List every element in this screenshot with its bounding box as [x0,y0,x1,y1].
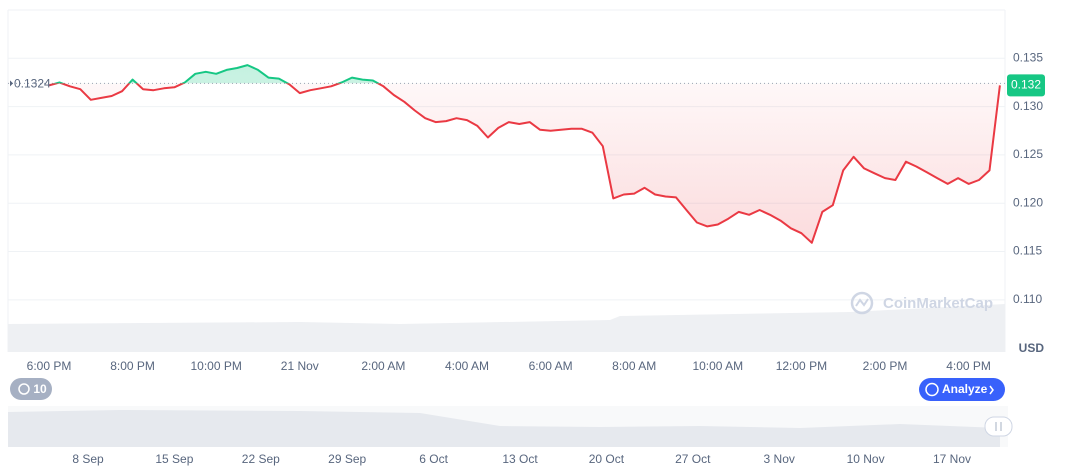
x-tick-label: 6:00 PM [27,359,72,373]
price-line-above [52,64,381,84]
current-price-badge [1007,74,1045,97]
x-tick-label: 10:00 AM [692,359,743,373]
y-tick-label: 0.120 [1013,195,1043,209]
y-tick-label: 0.125 [1013,147,1043,161]
navigator-label: 15 Sep [155,452,193,466]
navigator-label: 22 Sep [242,452,280,466]
navigator-label: 27 Oct [675,452,711,466]
navigator-label: 13 Oct [502,452,538,466]
navigator-label: 17 Nov [933,452,971,466]
x-tick-label: 8:00 PM [110,359,155,373]
y-tick-label: 0.115 [1013,244,1042,258]
x-tick-label: 4:00 PM [946,359,991,373]
navigator-label: 10 Nov [847,452,885,466]
area-below [49,83,1000,243]
analyze-chevron [989,385,994,395]
watermark-logo [850,291,874,315]
analyze-icon [925,382,939,397]
x-tick-label: 12:00 PM [776,359,827,373]
x-tick-label: 8:00 AM [612,359,656,373]
analyze-button[interactable] [919,378,1005,401]
navigator-label: 3 Nov [764,452,795,466]
y-tick-label: 0.130 [1013,99,1043,113]
baseline-marker [10,80,13,87]
area-above [49,65,1000,84]
x-tick-label: 4:00 AM [445,359,489,373]
navigator-label: 29 Sep [328,452,366,466]
navigator-area [8,410,1000,447]
x-tick-label: 2:00 PM [863,359,908,373]
price-line-below [48,83,1001,244]
unit-label: USD [1019,341,1045,355]
y-tick-label: 0.110 [1013,292,1042,306]
x-tick-label: 2:00 AM [361,359,405,373]
navigator-label: 8 Sep [72,452,104,466]
volume-area [8,304,1005,352]
x-tick-label: 21 Nov [281,359,319,373]
baseline-label: 0.1324 [14,77,51,91]
range-badge-text: 10 [33,382,47,396]
analyze-label: Analyze [942,382,988,396]
watermark: CoinMarketCap [883,295,993,312]
history-icon [18,383,30,395]
current-price-label: 0.132 [1011,78,1041,92]
y-tick-label: 0.135 [1013,50,1043,64]
navigator-label: 20 Oct [589,452,625,466]
navigator-label: 6 Oct [419,452,448,466]
navigator-handle[interactable] [984,416,1013,437]
x-tick-label: 10:00 PM [191,359,242,373]
range-badge[interactable] [10,378,52,400]
x-tick-label: 6:00 AM [529,359,573,373]
